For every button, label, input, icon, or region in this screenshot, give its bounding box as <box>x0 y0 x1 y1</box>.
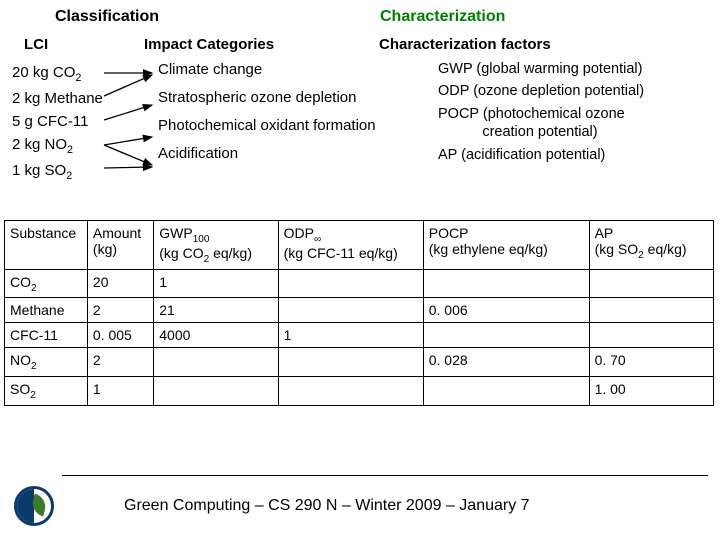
footer: Green Computing – CS 290 N – Winter 2009… <box>0 475 720 526</box>
cell-ap <box>589 298 713 323</box>
cell-odp <box>278 298 423 323</box>
cell-substance: CO2 <box>5 269 88 298</box>
impact-item: Climate change <box>158 61 376 78</box>
cell-gwp: 4000 <box>154 323 278 348</box>
cell-odp <box>278 348 423 377</box>
table-row: CO2201 <box>5 269 714 298</box>
th-substance: Substance <box>5 221 88 270</box>
impact-item: Stratospheric ozone depletion <box>158 89 376 106</box>
th-amount: Amount (kg) <box>87 221 153 270</box>
cell-ap: 1. 00 <box>589 377 713 406</box>
cell-amount: 0. 005 <box>87 323 153 348</box>
cell-gwp: 1 <box>154 269 278 298</box>
table-row: NO22 0. 0280. 70 <box>5 348 714 377</box>
cell-pocp: 0. 006 <box>423 298 589 323</box>
cell-ap: 0. 70 <box>589 348 713 377</box>
cell-odp <box>278 269 423 298</box>
table-row: CFC-110. 00540001 <box>5 323 714 348</box>
footer-text: Green Computing – CS 290 N – Winter 2009… <box>124 497 530 515</box>
characterization-factors-label: Characterization factors <box>379 36 551 53</box>
cell-gwp <box>154 377 278 406</box>
cell-amount: 2 <box>87 298 153 323</box>
cell-substance: CFC-11 <box>5 323 88 348</box>
cell-pocp <box>423 323 589 348</box>
factor-item: GWP (global warming potential) <box>438 61 644 77</box>
cell-pocp <box>423 269 589 298</box>
th-odp: ODP∞ (kg CFC-11 eq/kg) <box>278 221 423 270</box>
cell-amount: 20 <box>87 269 153 298</box>
th-pocp: POCP (kg ethylene eq/kg) <box>423 221 589 270</box>
data-table-wrap: Substance Amount (kg) GWP100 (kg CO2 eq/… <box>4 220 712 406</box>
header-row-1: Classification Characterization <box>10 8 710 26</box>
th-ap: AP (kg SO2 eq/kg) <box>589 221 713 270</box>
table-body: CO2201Methane2210. 006CFC-110. 00540001N… <box>5 269 714 405</box>
top-section: Classification Characterization LCI Impa… <box>0 0 720 216</box>
factor-list: GWP (global warming potential) ODP (ozone… <box>438 61 644 169</box>
cell-odp: 1 <box>278 323 423 348</box>
classification-heading: Classification <box>55 8 335 26</box>
lci-item: 20 kg CO2 <box>12 61 103 87</box>
mapping-area: 20 kg CO22 kg Methane5 g CFC-112 kg NO21… <box>10 61 710 216</box>
cell-gwp <box>154 348 278 377</box>
lci-list: 20 kg CO22 kg Methane5 g CFC-112 kg NO21… <box>12 61 103 185</box>
cell-pocp <box>423 377 589 406</box>
impact-item: Photochemical oxidant formation <box>158 117 376 134</box>
lci-item: 5 g CFC-11 <box>12 110 103 133</box>
characterization-heading: Characterization <box>380 8 505 26</box>
table-header-row: Substance Amount (kg) GWP100 (kg CO2 eq/… <box>5 221 714 270</box>
impact-categories-label: Impact Categories <box>144 36 379 53</box>
cell-amount: 2 <box>87 348 153 377</box>
cell-gwp: 21 <box>154 298 278 323</box>
characterization-table: Substance Amount (kg) GWP100 (kg CO2 eq/… <box>4 220 714 406</box>
cell-substance: Methane <box>5 298 88 323</box>
lci-item: 2 kg Methane <box>12 87 103 110</box>
logo-icon <box>14 486 54 526</box>
lci-item: 2 kg NO2 <box>12 133 103 159</box>
factor-item: AP (acidification potential) <box>438 147 644 163</box>
cell-substance: NO2 <box>5 348 88 377</box>
impact-list: Climate change Stratospheric ozone deplet… <box>158 61 376 173</box>
cell-odp <box>278 377 423 406</box>
th-gwp: GWP100 (kg CO2 eq/kg) <box>154 221 278 270</box>
cell-substance: SO2 <box>5 377 88 406</box>
footer-divider <box>62 475 708 476</box>
impact-item: Acidification <box>158 145 376 162</box>
cell-ap <box>589 269 713 298</box>
factor-item: POCP (photochemical ozone creation poten… <box>438 105 644 141</box>
lci-label: LCI <box>24 36 144 53</box>
cell-pocp: 0. 028 <box>423 348 589 377</box>
cell-ap <box>589 323 713 348</box>
table-row: SO21 1. 00 <box>5 377 714 406</box>
table-row: Methane221 0. 006 <box>5 298 714 323</box>
factor-item: ODP (ozone depletion potential) <box>438 83 644 99</box>
cell-amount: 1 <box>87 377 153 406</box>
mapping-arrows <box>102 63 160 213</box>
lci-item: 1 kg SO2 <box>12 159 103 185</box>
header-row-2: LCI Impact Categories Characterization f… <box>10 36 710 53</box>
